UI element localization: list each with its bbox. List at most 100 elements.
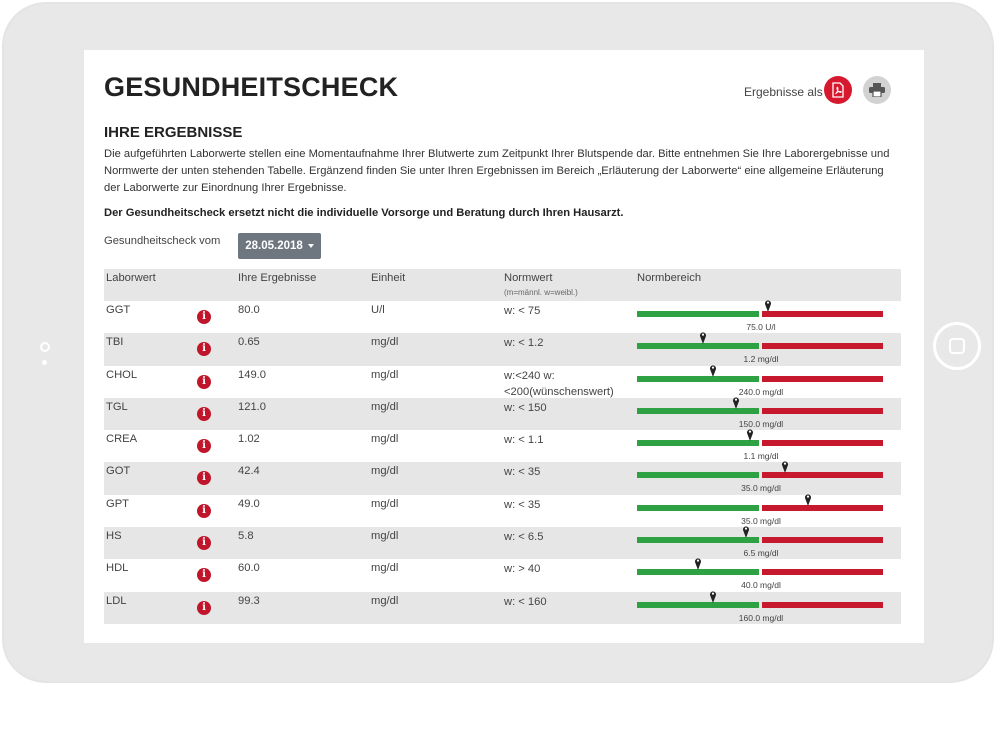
norm-range-gauge: 35.0 mg/dl [637,461,885,494]
table-row: HS i 5.8 mg/dl w: < 6.5 6.5 mg/dl [104,526,901,560]
export-label: Ergebnisse als [744,85,823,99]
info-icon[interactable]: i [197,310,211,324]
lab-name: TGL [106,400,128,413]
unit-value: mg/dl [371,368,399,381]
normal-range-bar [637,472,759,479]
limit-label: 240.0 mg/dl [738,386,784,397]
result-value: 60.0 [238,562,260,575]
norm-range-gauge: 1.2 mg/dl [637,332,885,365]
norm-value: w: < 1.2 [504,337,544,350]
map-pin-icon [781,461,788,474]
normal-range-bar [637,407,759,414]
info-icon[interactable]: i [197,536,211,551]
lab-name: TBI [106,336,124,349]
limit-label: 1.2 mg/dl [743,354,779,365]
date-dropdown[interactable]: 28.05.2018 [238,233,321,259]
info-icon[interactable]: i [197,600,211,615]
norm-range-gauge: 6.5 mg/dl [637,526,885,559]
table-body: GGT i 80.0 U/l w: < 75 75.0 U/l TBI i 0.… [104,300,901,624]
normal-range-bar [637,375,759,382]
result-value: 42.4 [238,465,260,478]
lab-name: LDL [106,594,127,607]
table-row: GGT i 80.0 U/l w: < 75 75.0 U/l [104,300,901,333]
abnormal-range-bar [762,537,883,544]
normal-range-bar [637,537,759,544]
abnormal-range-bar [762,375,883,382]
normal-range-bar [637,343,759,350]
info-icon[interactable]: i [197,374,211,389]
table-row: TBI i 0.65 mg/dl w: < 1.2 1.2 mg/dl [104,332,901,366]
table-row: HDL i 60.0 mg/dl w: > 40 40.0 mg/dl [104,558,901,591]
norm-range-gauge: 40.0 mg/dl [637,558,885,591]
unit-value: U/l [371,304,385,316]
table-row: CREA i 1.02 mg/dl w: < 1.1 1.1 mg/dl [104,429,901,462]
pdf-icon [832,82,844,98]
result-value: 1.02 [238,433,260,446]
norm-value: w: < 150 [504,401,547,414]
result-value: 80.0 [238,304,260,316]
norm-range-gauge: 160.0 mg/dl [637,591,885,624]
norm-range-gauge: 35.0 mg/dl [637,494,885,527]
lab-name: GGT [106,304,131,316]
table-header: Laborwert Ihre Ergebnisse Einheit Normwe… [104,269,901,301]
norm-value: w: > 40 [504,563,541,576]
normal-range-bar [637,440,759,447]
limit-label: 40.0 mg/dl [741,580,781,591]
info-icon[interactable]: i [197,471,211,486]
info-icon[interactable]: i [197,406,211,421]
header-norm: Normwert [504,272,553,284]
normal-range-bar [637,504,759,511]
info-icon[interactable]: i [197,503,211,518]
result-value: 49.0 [238,497,260,510]
date-label: Gesundheitscheck vom [104,235,221,247]
info-icon[interactable]: i [197,568,211,583]
norm-range-gauge: 240.0 mg/dl [637,365,885,398]
header-unit: Einheit [371,272,406,284]
header-norm-note: (m=männl. w=weibl.) [504,288,578,297]
intro-text: Die aufgeführten Laborwerte stellen eine… [104,148,890,194]
map-pin-icon [709,591,716,603]
result-value: 99.3 [238,594,260,607]
printer-icon [869,83,885,97]
abnormal-range-bar [762,343,883,350]
map-pin-icon [695,558,701,571]
home-button-icon [949,338,965,354]
lab-name: HDL [106,562,129,575]
abnormal-range-bar [762,472,883,479]
table-row: CHOL i 149.0 mg/dl w:<240 w: <200(wünsch… [104,365,901,398]
page-title: GESUNDHEITSCHECK [104,72,399,102]
info-icon[interactable]: i [197,342,211,357]
map-pin-icon [732,397,739,409]
unit-value: mg/dl [371,465,399,478]
map-pin-icon [699,332,706,345]
header-result: Ihre Ergebnisse [238,272,317,284]
home-button[interactable] [933,322,981,370]
map-pin-icon [804,494,811,506]
table-row: TGL i 121.0 mg/dl w: < 150 150.0 mg/dl [104,397,901,431]
limit-label: 6.5 mg/dl [743,548,779,559]
norm-range-gauge: 150.0 mg/dl [637,397,885,430]
limit-label: 35.0 mg/dl [741,515,781,526]
abnormal-range-bar [762,504,883,511]
unit-value: mg/dl [371,530,399,543]
report-page: GESUNDHEITSCHECK Ergebnisse als IHRE ERG… [84,50,924,643]
lab-name: CHOL [106,368,138,381]
limit-label: 150.0 mg/dl [738,418,784,429]
norm-value: w: < 160 [504,595,547,608]
caret-down-icon [307,244,314,248]
limit-label: 1.1 mg/dl [743,451,779,462]
norm-value: w:<240 w: <200(wünschenswert) [504,369,614,398]
result-value: 121.0 [238,400,266,413]
info-icon[interactable]: i [197,439,211,454]
unit-value: mg/dl [371,400,399,413]
unit-value: mg/dl [371,336,399,349]
disclaimer-text: Der Gesundheitscheck ersetzt nicht die i… [104,207,624,219]
limit-label: 160.0 mg/dl [738,612,784,623]
header-lab: Laborwert [106,272,156,284]
unit-value: mg/dl [371,562,399,575]
result-value: 0.65 [238,336,260,349]
print-button[interactable] [863,76,891,104]
norm-value: w: < 35 [504,466,541,479]
pdf-export-button[interactable] [824,76,852,104]
date-value: 28.05.2018 [245,240,303,252]
